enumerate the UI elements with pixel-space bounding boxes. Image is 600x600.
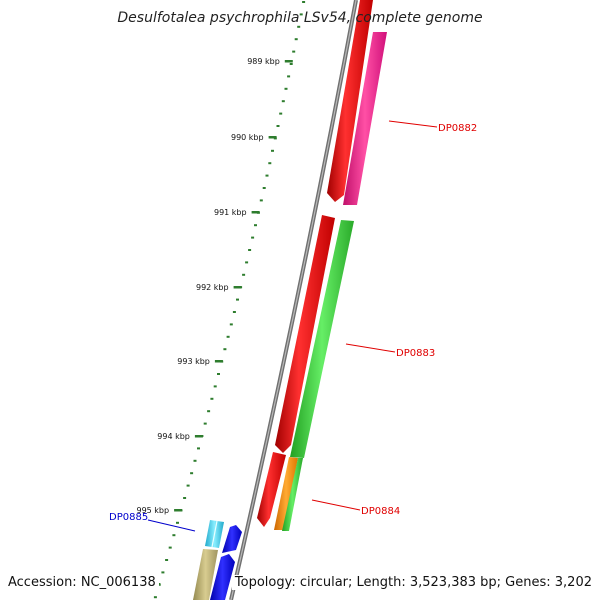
genome-title: Desulfotalea psychrophila LSv54, complet… — [117, 10, 483, 26]
major-tick — [194, 435, 203, 438]
gene-dp0885-cyan-stripe — [211, 520, 218, 548]
gene-blue-arrow-top[interactable] — [222, 525, 242, 553]
minor-tick — [213, 385, 217, 388]
minor-tick — [289, 63, 293, 65]
major-tick — [174, 509, 183, 512]
minor-tick — [265, 174, 269, 177]
gene-orange-bar[interactable] — [274, 457, 298, 530]
minor-tick — [262, 187, 266, 189]
minor-tick — [232, 311, 236, 313]
major-tick — [251, 211, 260, 214]
major-tick — [268, 136, 277, 139]
minor-tick — [297, 25, 301, 28]
minor-tick — [279, 112, 283, 115]
minor-tick — [190, 472, 194, 475]
minor-tick — [165, 559, 169, 561]
topology-text: Topology: circular; Length: 3,523,383 bp… — [231, 575, 592, 590]
dp0884-label[interactable]: DP0884 — [361, 506, 400, 517]
minor-tick — [248, 249, 252, 251]
accession-text: Accession: NC_006138 — [8, 575, 159, 590]
minor-tick — [292, 50, 296, 53]
dp0885-label[interactable]: DP0885 — [109, 512, 148, 523]
minor-tick — [153, 596, 157, 599]
minor-tick — [251, 236, 255, 239]
minor-tick — [172, 534, 176, 537]
major-tick — [214, 360, 223, 363]
minor-tick — [259, 199, 263, 202]
minor-tick — [302, 1, 306, 3]
minor-tick — [299, 13, 303, 16]
dp0884-leader — [311, 499, 361, 511]
gene-dp0882-red-arrow[interactable] — [327, 0, 373, 202]
dp0882-label[interactable]: DP0882 — [438, 123, 477, 134]
minor-tick — [210, 397, 214, 400]
minor-tick — [226, 335, 230, 338]
minor-tick — [287, 75, 291, 78]
minor-tick — [271, 149, 274, 152]
tick-label: 995 kbp — [136, 506, 169, 515]
minor-tick — [197, 447, 200, 450]
minor-tick — [242, 273, 246, 276]
minor-tick — [168, 546, 172, 549]
gene-dp0884-red-arrow[interactable] — [257, 452, 286, 527]
minor-tick — [161, 571, 165, 574]
tick-label: 989 kbp — [247, 57, 280, 66]
gene-olive-bar[interactable] — [193, 549, 218, 600]
minor-tick — [268, 162, 272, 165]
minor-tick — [245, 261, 249, 264]
genome-backbone-highlight — [230, 0, 357, 600]
gene-blue-arrow-bottom[interactable] — [210, 554, 235, 600]
minor-tick — [186, 484, 190, 487]
minor-tick — [203, 422, 207, 425]
minor-tick — [183, 497, 187, 499]
dp0883-label[interactable]: DP0883 — [396, 348, 435, 359]
minor-tick — [176, 521, 179, 524]
tick-label: 994 kbp — [157, 432, 190, 441]
tick-label: 990 kbp — [231, 133, 264, 142]
minor-tick — [284, 87, 288, 90]
gene-green-bar-short[interactable] — [282, 458, 303, 531]
minor-tick — [223, 348, 227, 351]
dp0882-leader — [388, 120, 438, 128]
tick-label: 992 kbp — [196, 283, 229, 292]
dp0885-leader — [147, 519, 196, 532]
gene-dp0883-red-arrow[interactable] — [275, 215, 335, 453]
minor-tick — [276, 125, 280, 127]
dp0883-leader — [345, 343, 396, 353]
minor-tick — [229, 323, 233, 326]
minor-tick — [217, 373, 220, 375]
tick-label: 991 kbp — [214, 208, 247, 217]
major-tick — [284, 60, 293, 63]
minor-tick — [236, 298, 239, 301]
gene-magenta-bar[interactable] — [343, 32, 387, 205]
minor-tick — [294, 38, 298, 41]
minor-tick — [193, 459, 197, 462]
minor-tick — [254, 224, 257, 227]
minor-tick — [281, 100, 285, 103]
gene-green-bar-long[interactable] — [290, 220, 354, 458]
tick-label: 993 kbp — [177, 357, 210, 366]
minor-tick — [207, 410, 211, 413]
major-tick — [233, 286, 242, 289]
